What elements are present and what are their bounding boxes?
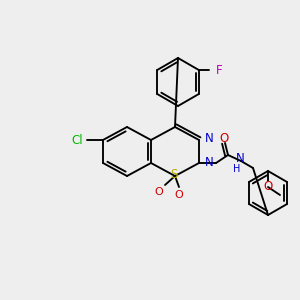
Text: N: N xyxy=(236,152,244,166)
Text: N: N xyxy=(205,155,214,169)
Text: O: O xyxy=(219,131,229,145)
Text: O: O xyxy=(263,181,273,194)
Text: H: H xyxy=(233,164,241,174)
Text: O: O xyxy=(154,187,164,197)
Text: Cl: Cl xyxy=(71,134,83,146)
Text: S: S xyxy=(170,167,178,181)
Text: F: F xyxy=(215,64,222,76)
Text: O: O xyxy=(175,190,183,200)
Text: N: N xyxy=(205,133,214,146)
